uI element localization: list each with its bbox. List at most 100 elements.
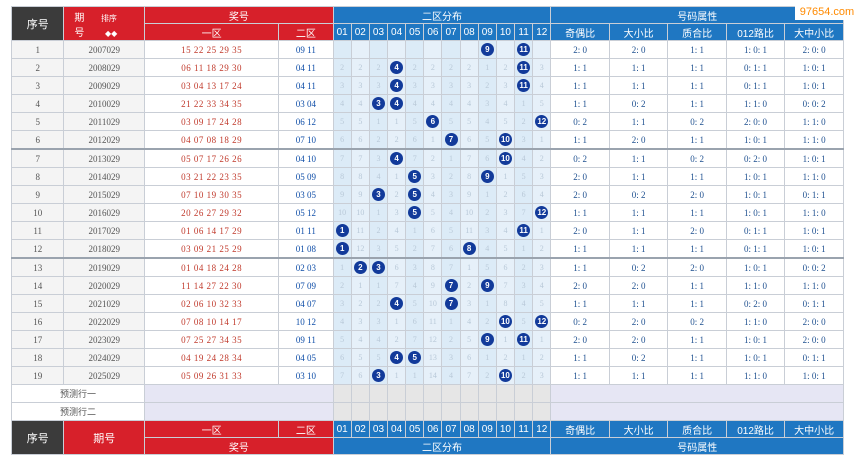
header-draw: 奖号	[144, 6, 334, 24]
predict-cell[interactable]	[368, 384, 389, 403]
predict-cell[interactable]	[441, 402, 461, 421]
dist-cell: 2	[368, 58, 389, 77]
footer-attr-col: 质合比	[667, 420, 727, 438]
row-attr-value: 1: 1	[550, 366, 610, 385]
row-period: 2010029	[63, 94, 146, 113]
predict-cell[interactable]	[332, 402, 352, 421]
dist-cell: 1	[332, 239, 352, 259]
row-attr-value: 1: 1: 0	[784, 112, 844, 131]
predict-cell[interactable]	[332, 384, 352, 403]
row-zone1-numbers: 02 06 10 32 33	[144, 294, 280, 313]
row-zone2-numbers: 05 09	[278, 167, 334, 186]
header-zone2-dist: 二区分布	[332, 6, 552, 24]
row-period: 2019029	[63, 257, 146, 277]
hit-ball: 10	[498, 369, 512, 382]
header-col-11: 11	[514, 23, 534, 41]
dist-cell: 6	[350, 366, 370, 385]
dist-cell: 1	[514, 239, 534, 259]
hit-ball: 11	[517, 333, 531, 346]
row-zone1-numbers: 07 10 19 30 35	[144, 185, 280, 204]
row-zone2-numbers: 07 10	[278, 130, 334, 150]
row-attr-value: 0: 1: 1	[725, 76, 786, 95]
header-attr-col: 质合比	[667, 23, 727, 41]
dist-cell: 7	[423, 239, 443, 259]
dist-cell: 8	[423, 257, 443, 277]
predict-cell[interactable]	[350, 402, 370, 421]
row-attr-value: 1: 1	[550, 130, 610, 150]
predict-cell[interactable]	[532, 384, 552, 403]
dist-cell: 7	[387, 276, 407, 295]
row-attr-value: 2: 0	[608, 312, 669, 331]
dist-cell: 2	[495, 58, 516, 77]
dist-cell: 6	[405, 312, 425, 331]
row-zone1-numbers: 11 14 27 22 30	[144, 276, 280, 295]
predict-draw-blank	[144, 384, 334, 403]
row-attr-value: 1: 1	[608, 148, 669, 168]
sort-arrows-icon[interactable]: ◆◆	[104, 28, 118, 38]
row-attr-value: 1: 1	[550, 257, 610, 277]
row-attr-value: 1: 1: 0	[784, 130, 844, 150]
dist-cell: 2	[514, 112, 534, 131]
predict-cell[interactable]	[514, 402, 534, 421]
dist-cell: 4	[387, 348, 407, 367]
row-attr-value: 1: 0: 1	[725, 348, 786, 367]
predict-cell[interactable]	[423, 384, 443, 403]
table-row: 15 2021029 02 06 10 32 33 04 07 3 2 2 4 5 10 7 3 1 8 4…	[10, 294, 844, 313]
predict-cell[interactable]	[532, 402, 552, 421]
predict-cell[interactable]	[368, 402, 389, 421]
predict-cell[interactable]	[441, 384, 461, 403]
table-row: 9 2015029 07 10 19 30 35 03 05 9 9 3 2 5 4 3 9 1 2 6 4 2…	[10, 185, 844, 204]
row-seq: 11	[10, 221, 65, 240]
row-zone2-numbers: 01 08	[278, 239, 334, 259]
predict-cell[interactable]	[477, 402, 497, 421]
row-zone1-numbers: 06 11 18 29 30	[144, 58, 280, 77]
row-attr-value: 2: 0	[667, 257, 727, 277]
predict-cell[interactable]	[495, 384, 516, 403]
row-period: 2009029	[63, 76, 146, 95]
predict-cell[interactable]	[350, 384, 370, 403]
predict-cell[interactable]	[423, 402, 443, 421]
hit-ball: 9	[480, 170, 494, 183]
predict-cell[interactable]	[459, 402, 479, 421]
row-zone2-numbers: 05 12	[278, 203, 334, 222]
sort-label[interactable]: 排序	[100, 13, 117, 23]
predict-row-label[interactable]: 预测行一	[10, 384, 146, 403]
hit-ball: 3	[371, 188, 385, 201]
predict-cell[interactable]	[405, 384, 425, 403]
predict-cell[interactable]	[459, 384, 479, 403]
footer-col-02: 02	[350, 420, 370, 438]
row-seq: 7	[10, 148, 65, 168]
dist-cell: 7	[441, 276, 461, 295]
predict-cell[interactable]	[387, 402, 407, 421]
row-attr-value: 0: 0: 2	[784, 94, 844, 113]
hit-ball: 3	[371, 261, 385, 274]
header-period[interactable]: 期 排序 号 ◆◆	[63, 6, 146, 41]
dist-cell	[368, 40, 389, 59]
row-attr-value: 2: 0	[667, 221, 727, 240]
predict-cell[interactable]	[477, 384, 497, 403]
row-zone2-numbers: 03 04	[278, 94, 334, 113]
row-attr-value: 1: 0: 1	[784, 148, 844, 168]
dist-cell: 3	[368, 239, 389, 259]
row-attr-value: 1: 1	[550, 239, 610, 259]
table-row: 8 2014029 03 21 22 23 35 05 09 8 8 4 1 5 3 2 8 9 1 5 3 2…	[10, 167, 844, 186]
dist-cell: 3	[477, 221, 497, 240]
dist-cell: 5	[405, 203, 425, 222]
predict-cell[interactable]	[514, 384, 534, 403]
dist-cell: 7	[405, 330, 425, 349]
predict-row-label[interactable]: 预测行二	[10, 402, 146, 421]
row-period: 2011029	[63, 112, 146, 131]
dist-cell: 5	[350, 112, 370, 131]
predict-cell[interactable]	[495, 402, 516, 421]
dist-cell: 3	[441, 76, 461, 95]
row-attr-value: 0: 2	[667, 148, 727, 168]
row-zone2-numbers: 03 05	[278, 185, 334, 204]
row-attr-value: 1: 1	[667, 330, 727, 349]
row-attr-value: 1: 0: 1	[725, 167, 786, 186]
row-zone1-numbers: 01 04 18 24 28	[144, 257, 280, 277]
dist-cell: 2	[405, 58, 425, 77]
footer-col-01: 01	[332, 420, 352, 438]
predict-cell[interactable]	[405, 402, 425, 421]
row-attr-value: 1: 0: 1	[784, 221, 844, 240]
predict-cell[interactable]	[387, 384, 407, 403]
